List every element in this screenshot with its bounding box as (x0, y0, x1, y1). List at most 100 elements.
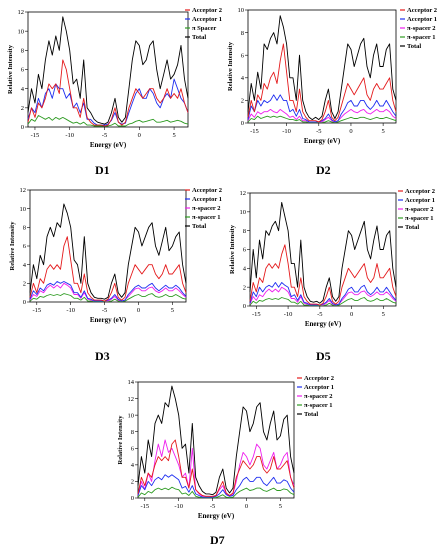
x-tick-label: 5 (279, 503, 282, 510)
legend-entry-pi-spacer-1: π-spacer 1 (304, 402, 333, 409)
plot-frame-d1 (27, 11, 189, 128)
plot-frame-d5 (249, 192, 397, 307)
panel-caption-d3: D3 (95, 349, 110, 363)
legend-entry-pi-spacer-2: π-spacer 2 (405, 206, 434, 213)
x-tick-label: -15 (31, 132, 40, 139)
y-tick-label: 8 (23, 225, 26, 232)
x-tick-label: -15 (140, 503, 149, 510)
y-tick-label: 10 (128, 412, 135, 419)
legend-entry-total: Total (192, 223, 206, 230)
legend-entry-pi-spacer-2: π-spacer 2 (192, 205, 221, 212)
legend-entry-acceptor-1: Acceptor 1 (405, 197, 435, 204)
x-tick-label: 5 (171, 307, 174, 314)
x-axis-label: Energy (eV) (198, 512, 235, 520)
y-tick-label: 2 (241, 98, 244, 105)
x-tick-label: -10 (66, 307, 75, 314)
legend-entry-acceptor-2: Acceptor 2 (407, 7, 437, 14)
y-tick-label: 8 (21, 48, 24, 55)
series-line-acceptor-2 (29, 236, 187, 302)
x-tick-label: 0 (138, 132, 141, 139)
panel-caption-d7: D7 (210, 533, 225, 547)
legend-entry-pi-spacer-1: π-spacer 1 (192, 214, 221, 221)
x-tick-label: -15 (250, 128, 259, 135)
x-tick-label: 5 (382, 311, 385, 318)
y-axis-label: Relative Intensity (227, 41, 234, 91)
y-tick-label: 10 (18, 28, 25, 35)
y-tick-label: 12 (240, 190, 247, 197)
y-tick-label: 6 (241, 52, 245, 59)
series-line-total (137, 385, 295, 496)
series-line-pi-spacer-1 (137, 486, 295, 499)
x-tick-label: -5 (210, 503, 215, 510)
y-tick-label: 2 (243, 284, 246, 291)
legend-entry-pi-spacer-1: π-spacer 1 (405, 215, 434, 222)
legend-entry-total: Total (192, 34, 206, 41)
series-line-acceptor-1 (247, 94, 397, 123)
legend-entry-acceptor-1: Acceptor 1 (192, 196, 222, 203)
series-line-total (249, 201, 397, 304)
legend-entry-acceptor-1: Acceptor 1 (192, 16, 222, 23)
x-axis-label: Energy (eV) (304, 137, 341, 145)
legend-entry-acceptor-1: Acceptor 1 (304, 384, 334, 391)
chart-d3: -15 -10 -5 0 5 0 2 4 6 8 10 12 Energy (eV) Relative I… (9, 187, 222, 324)
legend-entry-acceptor-2: Acceptor 2 (192, 7, 222, 14)
x-tick-label: 5 (382, 128, 385, 135)
x-tick-label: -10 (282, 128, 291, 135)
series-line-acceptor-1 (27, 78, 189, 126)
series-line-acceptor-1 (137, 474, 295, 498)
x-tick-label: 0 (245, 503, 248, 510)
y-tick-label: 12 (128, 396, 135, 403)
y-axis-label: Relative Intensity (7, 44, 14, 94)
x-tick-label: -10 (65, 132, 74, 139)
y-axis-label: Relative Intensity (117, 415, 124, 465)
legend-entry-pi-spacer: π Spacer (192, 25, 216, 32)
legend-entry-total: Total (405, 224, 419, 231)
y-axis-label: Relative Intensity (9, 221, 16, 271)
y-tick-label: 2 (23, 281, 26, 288)
x-tick-label: -15 (252, 311, 261, 318)
legend-entry-pi-spacer-2: π-spacer 2 (407, 25, 436, 32)
x-tick-label: -10 (174, 503, 183, 510)
legend-entry-acceptor-2: Acceptor 2 (192, 187, 222, 194)
series-line-pi-spacer-2 (249, 286, 397, 306)
y-tick-label: 6 (131, 445, 135, 452)
y-tick-label: 2 (131, 479, 134, 486)
plot-frame-d2 (247, 9, 397, 124)
x-tick-label: 0 (137, 307, 140, 314)
series-line-pi-spacer-2 (247, 108, 397, 123)
panel-caption-d1: D1 (95, 163, 110, 177)
y-tick-label: 10 (238, 7, 245, 14)
y-axis-label: Relative Intensity (229, 224, 236, 274)
y-tick-label: 0 (23, 299, 26, 306)
y-tick-label: 6 (21, 67, 25, 74)
series-line-total (27, 16, 189, 125)
series-line-acceptor-2 (247, 43, 397, 123)
series-line-acceptor-2 (249, 244, 397, 306)
y-tick-label: 4 (243, 266, 247, 273)
y-tick-label: 10 (240, 209, 247, 216)
y-tick-label: 0 (131, 495, 134, 502)
series-line-acceptor-2 (27, 59, 189, 127)
x-axis-label: Energy (eV) (90, 316, 127, 324)
series-line-total (29, 203, 187, 300)
y-tick-label: 0 (241, 120, 244, 127)
y-tick-label: 4 (131, 462, 135, 469)
chart-d7: -15 -10 -5 0 5 0 2 4 6 8 10 12 14 Energy (eV) Relative… (117, 375, 334, 520)
y-tick-label: 12 (18, 9, 25, 16)
chart-d1: -15 -10 -5 0 5 0 2 4 6 8 10 12 Energy (eV) Relative I… (7, 7, 222, 149)
legend-entry-pi-spacer-2: π-spacer 2 (304, 393, 333, 400)
y-tick-label: 8 (243, 228, 246, 235)
legend-entry-acceptor-2: Acceptor 2 (405, 188, 435, 195)
legend-entry-total: Total (407, 43, 421, 50)
y-tick-label: 0 (243, 303, 246, 310)
x-tick-label: -5 (102, 307, 107, 314)
y-tick-label: 6 (23, 243, 27, 250)
x-tick-label: 0 (350, 311, 353, 318)
x-tick-label: -5 (317, 311, 322, 318)
series-line-pi-spacer-1 (247, 115, 397, 123)
y-tick-label: 4 (241, 75, 245, 82)
x-tick-label: 5 (172, 132, 175, 139)
y-tick-label: 4 (23, 262, 27, 269)
